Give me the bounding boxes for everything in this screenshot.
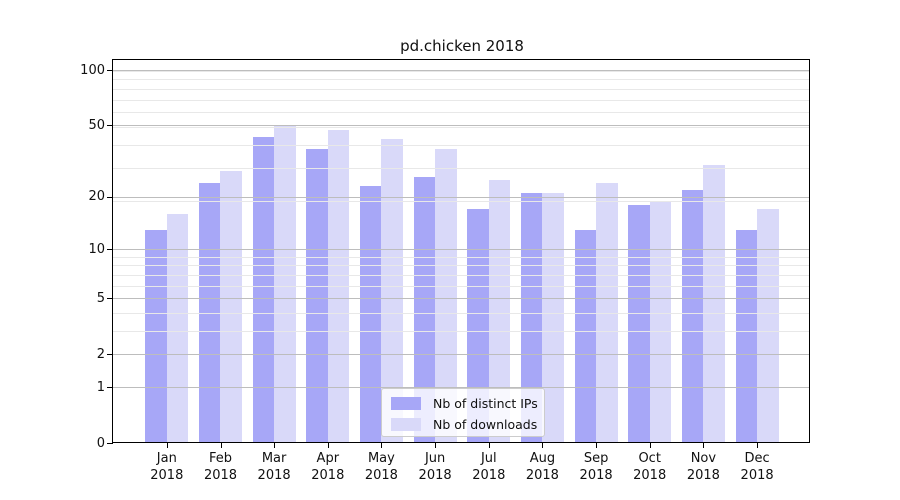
bar-downloads	[649, 200, 672, 443]
bar-downloads	[327, 130, 350, 443]
bar-downloads	[166, 214, 189, 443]
bar-downloads	[381, 139, 403, 443]
bar-distinct-ips	[520, 193, 543, 443]
legend-label-downloads: Nb of downloads	[433, 416, 538, 432]
legend-label-distinct-ips: Nb of distinct IPs	[433, 395, 538, 411]
legend-row-downloads: Nb of downloads	[391, 415, 544, 433]
bar-downloads	[757, 209, 779, 443]
bar-distinct-ips	[681, 189, 704, 443]
bar-downloads	[435, 148, 457, 443]
bar-downloads	[220, 170, 242, 443]
legend-swatch-downloads	[391, 417, 421, 431]
bar-downloads	[542, 193, 564, 443]
bar-distinct-ips	[198, 182, 221, 443]
bar-distinct-ips	[467, 209, 489, 443]
bar-distinct-ips	[359, 186, 382, 443]
legend: Nb of distinct IPs Nb of downloads	[381, 388, 545, 437]
bar-distinct-ips	[306, 148, 328, 443]
bar-distinct-ips	[574, 229, 597, 443]
bar-downloads	[274, 125, 296, 443]
bar-distinct-ips	[628, 205, 650, 443]
bar-distinct-ips	[252, 137, 275, 443]
bar-distinct-ips	[145, 229, 167, 443]
bar-distinct-ips	[735, 229, 758, 443]
bar-downloads	[596, 182, 618, 443]
bar-downloads	[488, 179, 511, 443]
legend-row-distinct-ips: Nb of distinct IPs	[391, 394, 544, 412]
chart-title: pd.chicken 2018	[400, 37, 524, 55]
bar-downloads	[703, 165, 725, 443]
bar-distinct-ips	[413, 176, 436, 443]
legend-swatch-distinct-ips	[391, 396, 421, 410]
